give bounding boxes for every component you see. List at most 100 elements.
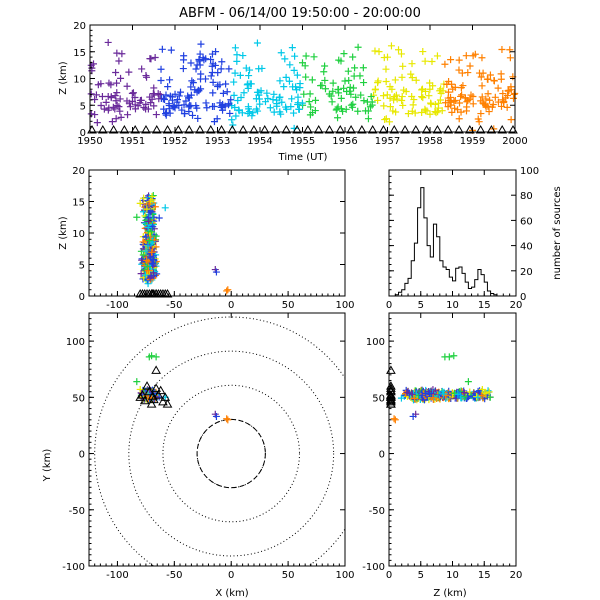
time-height-source xyxy=(418,85,426,93)
time-height-source xyxy=(227,96,235,104)
time-height-source xyxy=(386,103,394,111)
time-height-source xyxy=(290,109,298,117)
z-y-panel: 0 5 10 15 20 -100 -50 0 50 100 Z (km) xyxy=(362,312,522,599)
time-height-source xyxy=(480,100,488,108)
x-z-source xyxy=(149,192,157,200)
time-height-station-marker xyxy=(195,124,205,134)
time-height-source xyxy=(266,104,274,112)
time-height-source xyxy=(179,65,187,73)
time-height-station-marker xyxy=(249,124,259,134)
time-height-source xyxy=(202,99,210,107)
time-height-source xyxy=(194,114,202,122)
time-height-source xyxy=(231,104,239,112)
time-height-source xyxy=(231,44,239,52)
time-height-source xyxy=(164,83,172,91)
time-height-source xyxy=(171,104,179,112)
time-height-x-tick-label: 2000 xyxy=(502,136,527,147)
time-height-station-marker xyxy=(410,124,421,134)
x-z-y-tick-label: 15 xyxy=(72,198,85,209)
time-height-source xyxy=(128,89,136,97)
time-height-source xyxy=(244,84,252,92)
time-height-source xyxy=(311,96,319,104)
time-height-source xyxy=(278,98,286,106)
time-height-station-marker xyxy=(475,124,486,134)
time-height-source xyxy=(503,103,511,111)
time-height-source xyxy=(498,45,506,53)
time-height-source xyxy=(112,115,120,123)
time-height-source xyxy=(346,87,354,95)
time-height-source xyxy=(374,96,382,104)
x-z-x-tick-label: 100 xyxy=(335,300,354,311)
plan-view-station-marker xyxy=(160,392,171,401)
time-height-station-marker xyxy=(162,124,173,134)
histogram-y-tick-label: 20 xyxy=(520,267,533,278)
time-height-source xyxy=(162,91,170,99)
time-height-source xyxy=(171,90,179,98)
time-height-station-marker xyxy=(216,124,227,134)
time-height-source xyxy=(87,90,95,98)
plan-view-x-label: X (km) xyxy=(215,588,248,599)
time-height-source xyxy=(354,107,362,115)
range-ring xyxy=(162,384,300,523)
z-y-source xyxy=(403,389,411,397)
time-height-source xyxy=(374,77,382,85)
time-height-source xyxy=(428,58,436,66)
time-height-source xyxy=(382,77,390,85)
time-height-source xyxy=(478,82,486,90)
plan-view-axes-frame xyxy=(88,312,346,567)
time-height-source xyxy=(342,105,350,113)
x-z-source xyxy=(144,224,152,232)
time-height-source xyxy=(507,86,515,94)
time-height-source xyxy=(421,57,429,65)
time-height-station-marker xyxy=(346,124,356,134)
time-height-source xyxy=(219,89,227,97)
time-height-source xyxy=(157,77,165,85)
time-height-source xyxy=(447,101,455,109)
time-height-source xyxy=(212,48,220,56)
x-z-source xyxy=(144,263,152,271)
time-height-source xyxy=(484,75,492,83)
time-height-source xyxy=(398,73,406,81)
plan-view-station-marker xyxy=(151,365,161,374)
time-height-source xyxy=(244,103,252,111)
time-height-source xyxy=(457,92,465,100)
z-y-source xyxy=(390,415,398,423)
time-height-source xyxy=(426,79,434,87)
time-height-x-tick-label: 1957 xyxy=(375,136,400,147)
time-height-station-marker xyxy=(259,124,270,134)
x-z-x-tick-label: -50 xyxy=(166,300,182,311)
time-height-source xyxy=(335,56,343,64)
time-height-ticks: 1950 1951 1952 1953 1954 1955 1956 1957 1958 1959… xyxy=(73,21,527,147)
time-height-station-marker xyxy=(464,124,475,134)
time-height-source xyxy=(90,60,98,68)
time-height-source xyxy=(93,119,101,127)
time-height-source xyxy=(340,50,348,58)
time-height-source xyxy=(349,53,357,61)
x-z-sources xyxy=(133,192,232,295)
time-height-source xyxy=(136,96,144,104)
time-height-station-marker xyxy=(443,124,454,134)
time-height-source xyxy=(167,46,175,54)
time-height-source xyxy=(180,101,188,109)
time-height-station-marker xyxy=(173,124,184,134)
time-height-source xyxy=(380,102,388,110)
time-height-source xyxy=(482,95,490,103)
x-z-source xyxy=(155,214,163,222)
time-height-source xyxy=(491,93,499,101)
plan-view-station-marker xyxy=(158,396,168,406)
z-y-source xyxy=(391,416,399,424)
time-height-source xyxy=(293,71,301,79)
x-z-source xyxy=(224,286,232,294)
z-y-source xyxy=(441,353,449,361)
time-height-source xyxy=(116,107,124,115)
time-height-source xyxy=(226,109,234,117)
x-z-source xyxy=(223,287,231,295)
time-height-source xyxy=(244,109,252,117)
time-height-source xyxy=(334,86,342,94)
time-height-source xyxy=(210,118,218,126)
time-height-source xyxy=(387,42,395,50)
plan-view-y-label: Y (km) xyxy=(42,449,53,483)
time-height-source xyxy=(347,101,355,109)
plan-view-station-marker xyxy=(142,381,152,390)
